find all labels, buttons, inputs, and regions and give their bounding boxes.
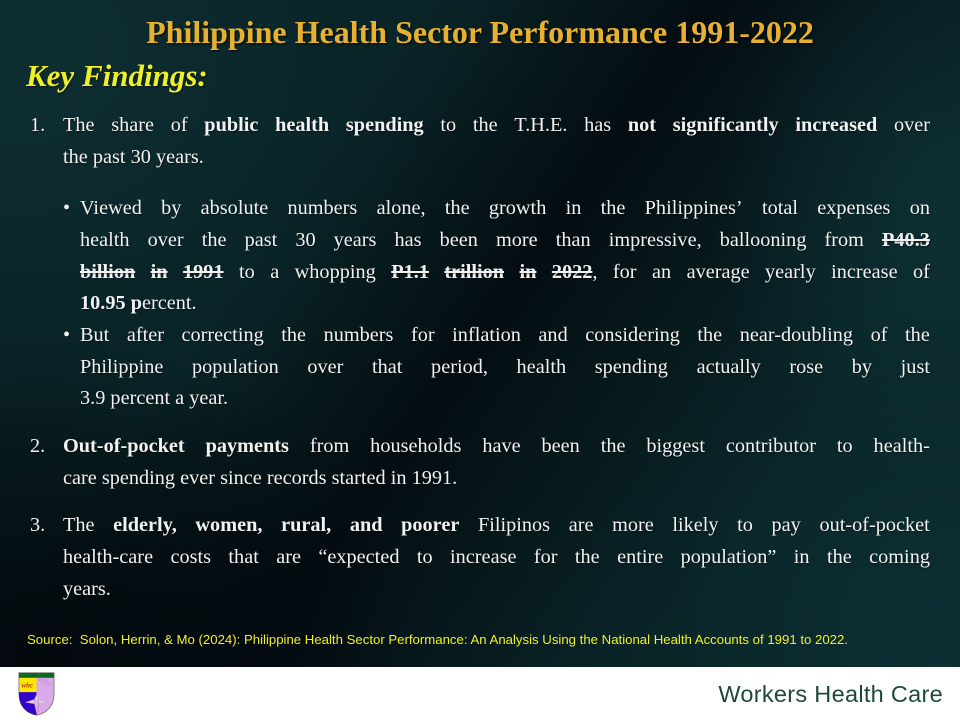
svg-text:whc: whc xyxy=(21,683,33,690)
